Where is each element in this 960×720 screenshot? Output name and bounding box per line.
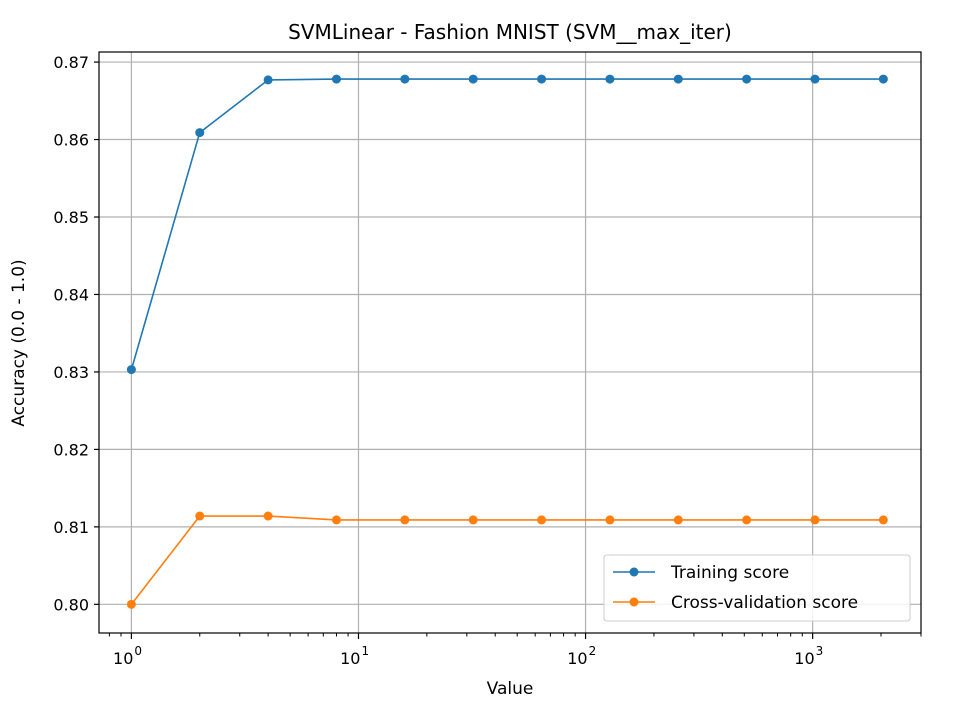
data-point-training <box>605 74 615 84</box>
chart-title: SVMLinear - Fashion MNIST (SVM__max_iter… <box>288 20 732 44</box>
y-tick-label: 0.85 <box>53 208 89 227</box>
x-tick-label: 10 1 <box>340 644 369 668</box>
data-point-training <box>126 365 136 375</box>
plot-area-frame <box>98 51 922 634</box>
x-tick-label: 10 2 <box>567 644 596 668</box>
data-point-cross-validation <box>537 515 547 525</box>
legend-label-training: Training score <box>670 563 789 583</box>
data-point-cross-validation <box>126 599 136 609</box>
y-tick-label: 0.82 <box>53 440 89 459</box>
y-tick-label: 0.83 <box>53 363 89 382</box>
x-tick-label-base: 10 <box>794 649 814 668</box>
data-point-training <box>878 74 888 84</box>
data-point-cross-validation <box>263 511 273 521</box>
legend: Training score Cross-validation score <box>603 554 911 622</box>
data-point-training <box>537 74 547 84</box>
x-tick-label-exponent: 3 <box>816 644 824 658</box>
data-point-training <box>673 74 683 84</box>
x-axis-label: Value <box>487 679 534 699</box>
grid <box>99 52 921 633</box>
data-point-training <box>468 74 478 84</box>
data-point-training <box>195 128 205 138</box>
y-tick-label: 0.81 <box>53 518 89 537</box>
y-tick-label: 0.84 <box>53 285 89 304</box>
y-tick-label: 0.80 <box>53 595 89 614</box>
data-point-cross-validation <box>195 511 205 521</box>
y-axis-label: Accuracy (0.0 - 1.0) <box>9 259 29 426</box>
data-point-cross-validation <box>400 515 410 525</box>
x-tick-label-base: 10 <box>567 649 587 668</box>
legend-marker-training <box>629 567 639 577</box>
data-point-cross-validation <box>331 515 341 525</box>
x-tick-label-exponent: 0 <box>134 644 142 658</box>
data-point-cross-validation <box>673 515 683 525</box>
series-line-training <box>130 78 884 370</box>
x-minor-ticks <box>108 633 922 637</box>
y-tick-label: 0.87 <box>53 53 89 72</box>
data-point-cross-validation <box>878 515 888 525</box>
data-point-cross-validation <box>605 515 615 525</box>
x-tick-label-exponent: 1 <box>361 644 369 658</box>
data-point-cross-validation <box>810 515 820 525</box>
data-point-training <box>331 74 341 84</box>
series-layer <box>126 74 888 609</box>
x-tick-label-exponent: 2 <box>589 644 597 658</box>
y-tick-label: 0.86 <box>53 131 89 150</box>
data-point-training <box>742 74 752 84</box>
data-point-training <box>810 74 820 84</box>
data-point-cross-validation <box>742 515 752 525</box>
legend-label-cross-validation: Cross-validation score <box>671 593 858 613</box>
legend-marker-cross-validation <box>629 597 639 607</box>
data-point-training <box>263 75 273 85</box>
x-tick-label-base: 10 <box>340 649 360 668</box>
x-tick-label: 10 3 <box>794 644 823 668</box>
data-point-cross-validation <box>468 515 478 525</box>
data-point-training <box>400 74 410 84</box>
series-line-cross-validation <box>130 515 884 605</box>
x-tick-label: 10 0 <box>113 644 142 668</box>
x-tick-label-base: 10 <box>113 649 133 668</box>
legend-box <box>603 554 911 622</box>
